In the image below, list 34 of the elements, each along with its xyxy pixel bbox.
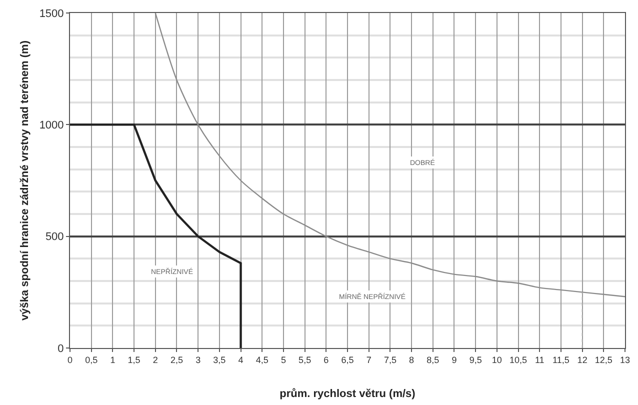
x-tick-label: 6 bbox=[324, 354, 329, 365]
y-tick-label: 0 bbox=[58, 342, 64, 355]
x-tick-label: 0,5 bbox=[85, 354, 98, 365]
x-tick-label: 3 bbox=[196, 354, 201, 365]
y-tick-label: 1000 bbox=[39, 120, 64, 132]
x-tick-label: 13 bbox=[620, 354, 630, 365]
x-axis-title: prům. rychlost větru (m/s) bbox=[280, 388, 416, 400]
x-tick-label: 4,5 bbox=[256, 354, 268, 365]
y-tick-label: 1500 bbox=[39, 8, 64, 20]
x-tick-label: 6,5 bbox=[341, 354, 354, 365]
x-tick-label: 12,5 bbox=[594, 354, 612, 365]
x-tick-label: 11 bbox=[534, 354, 544, 365]
x-tick-label: 5,5 bbox=[298, 354, 312, 365]
x-tick-label: 7,5 bbox=[384, 354, 396, 365]
y-tick-label: 500 bbox=[45, 231, 64, 244]
x-tick-label: 2,5 bbox=[170, 354, 183, 365]
x-tick-label: 2 bbox=[152, 354, 158, 365]
x-tick-label: 5 bbox=[280, 354, 286, 365]
x-tick-label: 10 bbox=[492, 354, 502, 365]
x-tick-label: 8 bbox=[409, 354, 414, 365]
x-tick-label: 3,5 bbox=[213, 354, 226, 365]
x-tick-label: 10,5 bbox=[510, 354, 528, 365]
line-series bbox=[70, 124, 242, 348]
x-tick-label: 1,5 bbox=[128, 354, 140, 365]
x-tick-label: 9 bbox=[452, 354, 457, 365]
x-tick-label: 12 bbox=[577, 354, 588, 365]
x-tick-label: 9,5 bbox=[469, 354, 482, 365]
x-tick-label: 11,5 bbox=[552, 354, 570, 365]
y-axis-title: výška spodní hranice zádržné vrstvy nad terénem (m) bbox=[18, 40, 31, 320]
x-tick-label: 8,5 bbox=[426, 354, 440, 365]
x-tick-label: 0 bbox=[67, 354, 73, 365]
x-tick-label: 4 bbox=[238, 354, 244, 365]
x-tick-label: 7 bbox=[366, 354, 372, 365]
x-tick-label: 1 bbox=[110, 354, 116, 365]
